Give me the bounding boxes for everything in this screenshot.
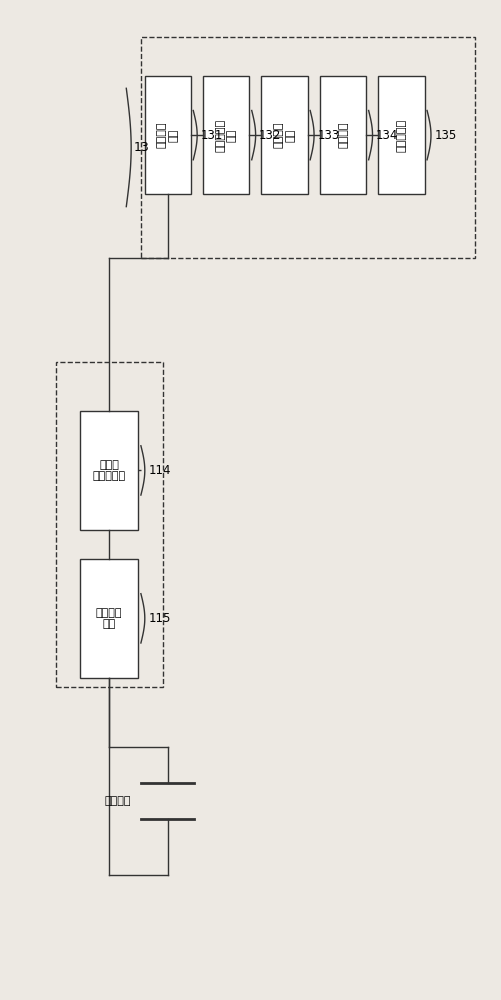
Bar: [145, 76, 191, 194]
Bar: [80, 559, 138, 678]
Text: 正弦波
发生器电路: 正弦波 发生器电路: [93, 460, 126, 481]
Text: 比例分压
电路: 比例分压 电路: [157, 122, 178, 148]
Text: 132: 132: [259, 129, 282, 142]
Text: 整流电路: 整流电路: [338, 122, 348, 148]
Text: 134: 134: [376, 129, 398, 142]
Text: 低通滤波器: 低通滤波器: [396, 119, 406, 152]
Bar: [141, 37, 474, 258]
Text: 幅度调节
电路: 幅度调节 电路: [96, 608, 122, 629]
Bar: [80, 411, 138, 530]
Bar: [56, 362, 163, 687]
Bar: [262, 76, 308, 194]
Bar: [378, 76, 425, 194]
Bar: [320, 76, 366, 194]
Text: 133: 133: [318, 129, 340, 142]
Text: 波形放大
电路: 波形放大 电路: [274, 122, 296, 148]
Text: 115: 115: [148, 612, 170, 625]
Text: 135: 135: [434, 129, 456, 142]
Text: 13: 13: [134, 141, 149, 154]
Bar: [203, 76, 249, 194]
Text: 低通有源滤
波器: 低通有源滤 波器: [215, 119, 237, 152]
Text: 待测电容: 待测电容: [105, 796, 131, 806]
Text: 131: 131: [200, 129, 223, 142]
Text: 114: 114: [148, 464, 171, 477]
